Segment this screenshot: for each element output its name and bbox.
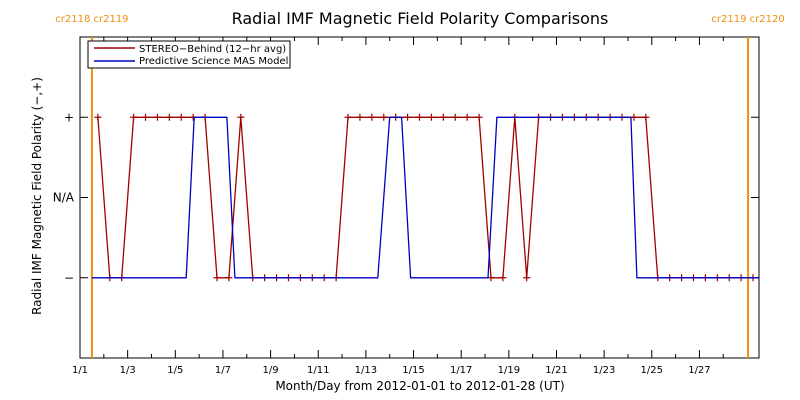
stereo-data-point: [642, 113, 650, 121]
stereo-data-point: [356, 113, 364, 121]
x-tick-label: 1/27: [688, 365, 710, 376]
x-tick-label: 1/3: [120, 365, 136, 376]
stereo-data-point: [499, 274, 507, 282]
stereo-data-point: [344, 113, 352, 121]
x-tick-label: 1/15: [402, 365, 424, 376]
stereo-data-point: [427, 113, 435, 121]
carrington-label: cr2118 cr2119: [55, 14, 128, 25]
x-tick-label: 1/21: [545, 365, 567, 376]
stereo-data-point: [451, 113, 459, 121]
stereo-data-point: [225, 274, 233, 282]
stereo-data-point: [130, 113, 138, 121]
stereo-data-point: [177, 113, 185, 121]
x-tick-label: 1/13: [355, 365, 377, 376]
y-tick-label: N/A: [53, 191, 75, 205]
x-tick-label: 1/25: [641, 365, 663, 376]
x-tick-label: 1/11: [307, 365, 329, 376]
legend-box: [87, 40, 291, 69]
chart-title: Radial IMF Magnetic Field Polarity Compa…: [232, 9, 609, 28]
stereo-data-point: [380, 113, 388, 121]
y-axis-label: Radial IMF Magnetic Field Polarity (−,+): [30, 77, 44, 315]
stereo-data-point: [165, 113, 173, 121]
stereo-data-point: [630, 113, 638, 121]
stereo-data-point: [213, 274, 221, 282]
stereo-data-point: [463, 113, 471, 121]
x-tick-label: 1/7: [215, 365, 231, 376]
stereo-data-point: [153, 113, 161, 121]
stereo-data-point: [523, 274, 531, 282]
x-tick-label: 1/19: [498, 365, 520, 376]
legend-label-stereo: STEREO−Behind (12−hr avg): [139, 44, 286, 55]
x-tick-label: 1/23: [593, 365, 615, 376]
stereo-data-point: [404, 113, 412, 121]
y-tick-label: +: [64, 110, 74, 124]
stereo-data-point: [439, 113, 447, 121]
stereo-data-point: [142, 113, 150, 121]
legend: STEREO−Behind (12−hr avg) Predictive Sci…: [87, 40, 291, 69]
y-tick-label: −: [64, 271, 74, 285]
x-tick-label: 1/5: [167, 365, 183, 376]
stereo-data-point: [475, 113, 483, 121]
x-tick-label: 1/17: [450, 365, 472, 376]
stereo-data-point: [368, 113, 376, 121]
mas-series-line: [91, 116, 759, 279]
x-axis-ticks: 1/1 1/3 1/5 1/7 1/9 1/11 1/13 1/15 1/17 1/19 1/21 1…: [72, 37, 724, 376]
carrington-markers: cr2118 cr2119 cr2119 cr2120: [55, 14, 785, 358]
legend-label-mas: Predictive Science MAS Model: [139, 56, 288, 67]
stereo-data-point: [94, 113, 102, 121]
carrington-label: cr2119 cr2120: [711, 14, 784, 25]
x-axis-label: Month/Day from 2012-01-01 to 2012-01-28 …: [275, 379, 564, 393]
stereo-data-point: [416, 113, 423, 121]
x-tick-label: 1/9: [263, 365, 279, 376]
stereo-data-point: [237, 113, 245, 121]
x-tick-label: 1/1: [72, 365, 88, 376]
series-group: [91, 113, 759, 282]
